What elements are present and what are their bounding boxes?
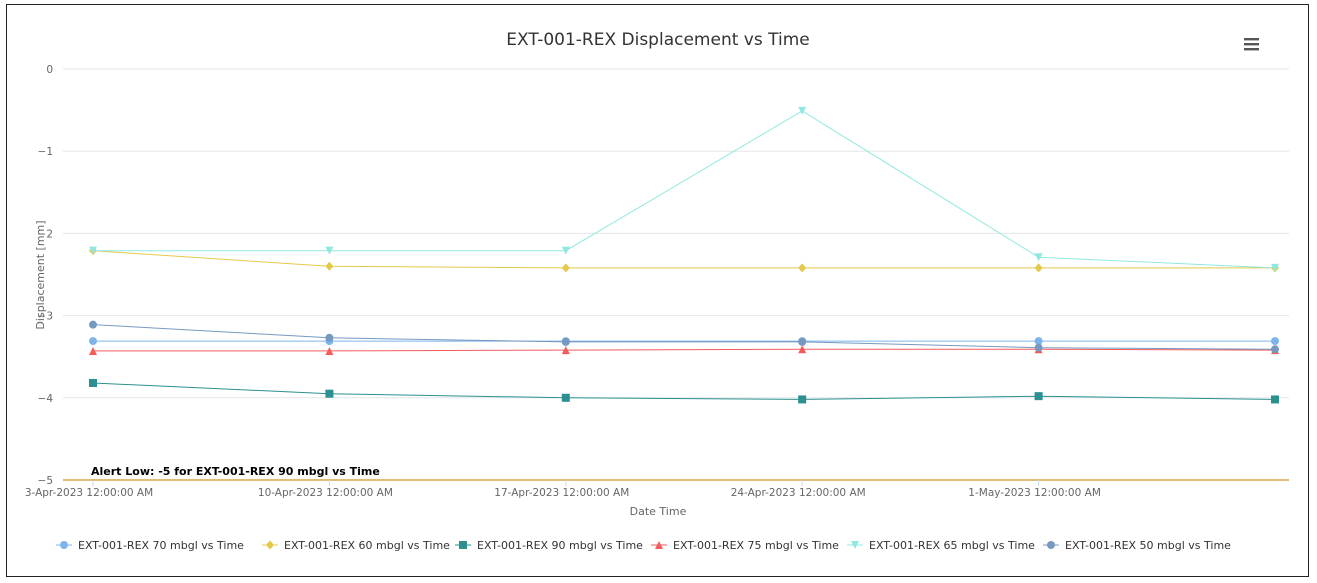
legend-item[interactable]: EXT-001-REX 70 mbgl vs Time xyxy=(56,539,244,552)
y-tick-label: −1 xyxy=(38,146,53,158)
data-point[interactable] xyxy=(89,320,97,329)
chart-container: Alert Low: -5 for EXT-001-REX 90 mbgl vs… xyxy=(6,4,1309,577)
data-point[interactable] xyxy=(89,337,97,346)
legend-label: EXT-001-REX 50 mbgl vs Time xyxy=(1065,539,1231,552)
data-point[interactable] xyxy=(798,337,807,346)
data-point[interactable] xyxy=(1271,263,1279,272)
series-5 xyxy=(89,106,1279,272)
data-point[interactable] xyxy=(798,345,807,354)
legend-symbol[interactable] xyxy=(459,541,467,549)
data-point[interactable] xyxy=(325,389,334,398)
legend-label: EXT-001-REX 90 mbgl vs Time xyxy=(477,539,643,552)
legend-item[interactable]: EXT-001-REX 50 mbgl vs Time xyxy=(1043,539,1231,552)
data-point[interactable] xyxy=(798,106,807,115)
data-point[interactable] xyxy=(1271,345,1279,354)
legend-label: EXT-001-REX 65 mbgl vs Time xyxy=(869,539,1035,552)
series-line xyxy=(92,324,1276,350)
legend-symbol[interactable] xyxy=(851,541,859,549)
x-tick-label: 3-Apr-2023 12:00:00 AM xyxy=(25,487,153,499)
legend-label: EXT-001-REX 75 mbgl vs Time xyxy=(673,539,839,552)
legend: EXT-001-REX 70 mbgl vs Time EXT-001-REX 6… xyxy=(56,539,1231,552)
x-tick-label: 17-Apr-2023 12:00:00 AM xyxy=(494,487,629,499)
data-point[interactable] xyxy=(561,346,570,355)
axes: 0 −1 −2 −3 −4 −53-Apr-2023 12:00:00 AM 10-Apr-… xyxy=(25,64,1289,499)
y-axis-title: Displacement [mm] xyxy=(34,220,47,329)
series-line xyxy=(92,250,1275,269)
plot-lines: Alert Low: -5 for EXT-001-REX 90 mbgl vs… xyxy=(63,465,1289,481)
data-point[interactable] xyxy=(325,346,334,355)
data-point[interactable] xyxy=(89,246,97,255)
data-point[interactable] xyxy=(89,346,97,355)
x-tick-label: 1-May-2023 12:00:00 AM xyxy=(968,487,1101,499)
data-point[interactable] xyxy=(325,246,334,255)
x-tick-label: 24-Apr-2023 12:00:00 AM xyxy=(731,487,866,499)
series-1 xyxy=(89,337,1279,346)
data-point[interactable] xyxy=(1034,343,1043,352)
legend-symbol[interactable] xyxy=(266,540,274,550)
series-2 xyxy=(89,246,1279,273)
data-point[interactable] xyxy=(798,395,807,404)
y-tick-label: −5 xyxy=(38,475,53,487)
legend-symbol[interactable] xyxy=(655,541,663,549)
series-layer xyxy=(89,106,1279,404)
y-tick-label: 0 xyxy=(46,64,53,76)
data-point[interactable] xyxy=(325,261,334,271)
grid-lines xyxy=(63,68,1289,399)
legend-item[interactable]: EXT-001-REX 90 mbgl vs Time xyxy=(455,539,643,552)
legend-symbol[interactable] xyxy=(1047,541,1055,549)
data-point[interactable] xyxy=(798,263,807,273)
y-tick-label: −2 xyxy=(38,228,53,240)
data-point[interactable] xyxy=(1271,337,1279,346)
data-point[interactable] xyxy=(561,393,570,402)
data-point[interactable] xyxy=(1034,263,1043,273)
data-point[interactable] xyxy=(1034,392,1043,401)
data-point[interactable] xyxy=(561,246,570,255)
x-axis-title: Date Time xyxy=(630,505,687,518)
series-line xyxy=(92,382,1276,400)
data-point[interactable] xyxy=(1034,337,1043,346)
chart-title: EXT-001-REX Displacement vs Time xyxy=(506,30,809,50)
data-point[interactable] xyxy=(561,337,570,346)
series-6 xyxy=(89,320,1279,354)
series-line xyxy=(93,348,1276,352)
series-line xyxy=(93,110,1276,269)
data-point[interactable] xyxy=(1271,395,1279,404)
alert-plot-line-label: Alert Low: -5 for EXT-001-REX 90 mbgl vs… xyxy=(91,465,380,478)
y-tick-label: −3 xyxy=(38,311,53,323)
data-point[interactable] xyxy=(89,379,97,388)
legend-item[interactable]: EXT-001-REX 60 mbgl vs Time xyxy=(262,539,450,552)
legend-item[interactable]: EXT-001-REX 75 mbgl vs Time xyxy=(651,539,839,552)
line-chart: Alert Low: -5 for EXT-001-REX 90 mbgl vs… xyxy=(25,30,1289,552)
data-point[interactable] xyxy=(561,263,570,273)
series-3 xyxy=(89,379,1279,404)
x-tick-label: 10-Apr-2023 12:00:00 AM xyxy=(258,487,393,499)
legend-item[interactable]: EXT-001-REX 65 mbgl vs Time xyxy=(847,539,1035,552)
hamburger-menu-icon[interactable] xyxy=(1243,35,1261,53)
data-point[interactable] xyxy=(1034,253,1043,262)
legend-label: EXT-001-REX 60 mbgl vs Time xyxy=(284,539,450,552)
y-tick-label: −4 xyxy=(38,393,54,405)
series-4 xyxy=(89,345,1279,355)
legend-symbol[interactable] xyxy=(60,541,68,549)
legend-label: EXT-001-REX 70 mbgl vs Time xyxy=(78,539,244,552)
data-point[interactable] xyxy=(325,333,334,342)
